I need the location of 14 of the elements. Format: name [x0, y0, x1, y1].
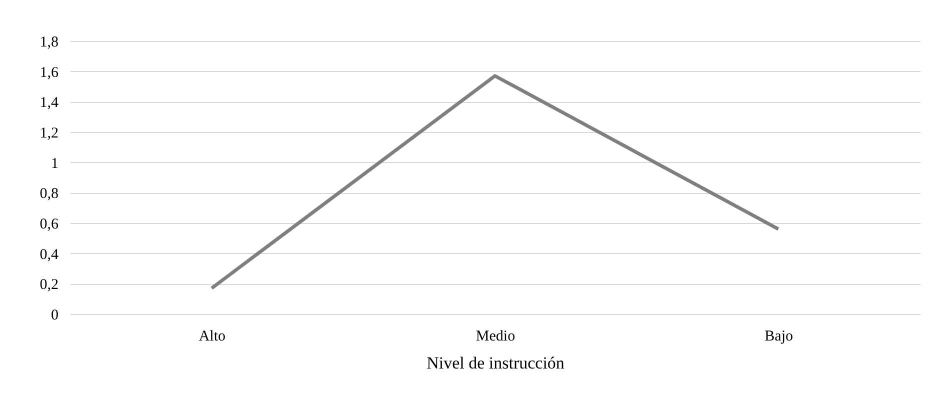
x-tick-label: Bajo — [764, 328, 794, 344]
y-tick-label: 1 — [51, 156, 58, 172]
x-tick-label: Medio — [476, 328, 516, 344]
y-tick-label: 1,2 — [40, 126, 58, 142]
y-tick-label: 1,4 — [40, 95, 59, 112]
y-tick-label: 1,8 — [40, 34, 58, 50]
x-axis-title: Nivel de instrucción — [426, 354, 565, 372]
y-tick-label: 0,8 — [40, 186, 58, 202]
y-tick-label: 1,6 — [40, 64, 59, 81]
y-tick-label: 0,2 — [40, 277, 58, 294]
y-tick-label: 0 — [51, 308, 58, 324]
x-tick-label: Alto — [198, 328, 226, 344]
y-tick-label: 0,4 — [40, 246, 59, 263]
y-tick-label: 0,6 — [40, 216, 59, 232]
